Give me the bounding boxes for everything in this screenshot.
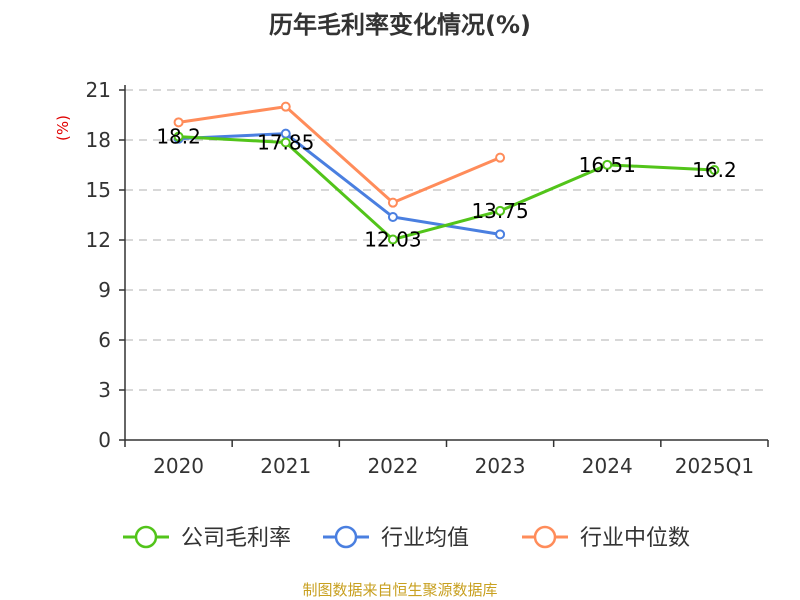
legend-marker-0 [134,525,158,549]
data-point [387,234,398,245]
data-point [173,117,184,128]
y-tick-label: 15 [86,178,111,202]
legend-marker-1 [334,525,358,549]
x-tick-label: 2025Q1 [675,454,754,478]
data-point [280,137,291,148]
y-tick-label: 9 [98,278,111,302]
x-tick-label: 2020 [153,454,204,478]
data-point [173,131,184,142]
legend-label-2: 行业中位数 [580,526,690,551]
data-label: 16.51 [579,153,636,177]
y-tick-label: 0 [98,428,111,452]
data-point [602,159,613,170]
data-point [709,165,720,175]
data-label: 12.03 [364,228,421,252]
data-label: 17.85 [257,131,314,155]
x-tick-label: 2024 [582,454,633,478]
y-tick-label: 3 [98,378,111,402]
series-line-0 [178,135,715,242]
y-axis-label: (%) [54,115,72,141]
legend-marker-2 [533,525,557,549]
y-tick-label: 21 [86,78,111,102]
series-line-2 [178,105,501,205]
legend-label-1: 行业均值 [381,526,469,551]
data-point [387,197,398,208]
data-point [387,212,398,222]
source-note: 制图数据来自恒生聚源数据库 [302,581,497,599]
x-tick-label: 2022 [367,454,418,478]
data-label: 16.2 [692,158,737,182]
data-point [280,101,291,112]
y-tick-label: 18 [86,128,111,152]
data-label: 18.2 [156,125,201,149]
data-label: 13.75 [471,199,528,223]
data-point [495,205,506,216]
chart-title: 历年毛利率变化情况(%) [269,11,531,39]
x-tick-label: 2021 [260,454,311,478]
data-point [495,229,506,240]
series-line-1 [178,132,501,236]
x-tick-label: 2023 [475,454,526,478]
y-tick-label: 12 [86,228,111,252]
y-tick-label: 6 [98,328,111,352]
legend-label-0: 公司毛利率 [181,526,291,551]
data-point [495,152,506,163]
